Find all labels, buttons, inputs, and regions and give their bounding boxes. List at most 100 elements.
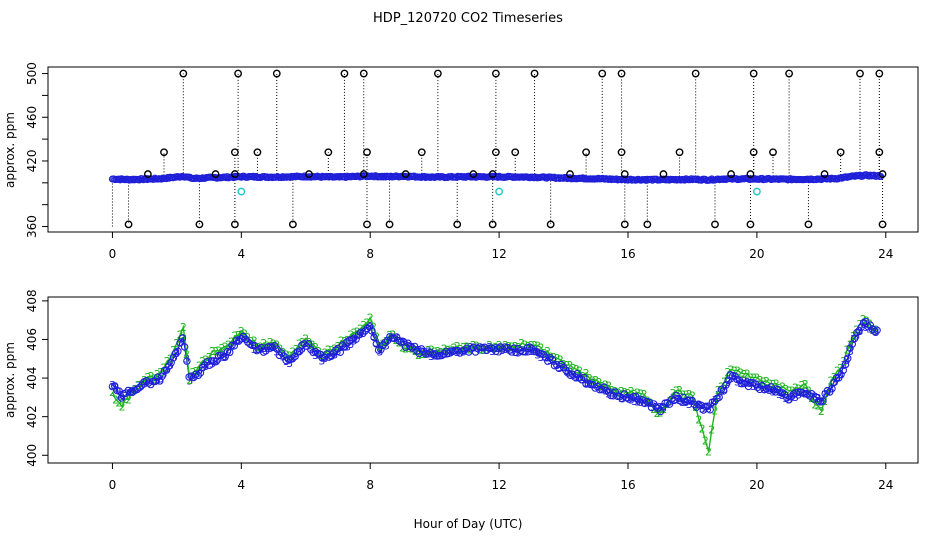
y-tick-label: 404: [25, 367, 39, 390]
bottom-y-axis: 400 402 404 406 408: [25, 289, 48, 467]
series-marker: 2: [799, 379, 806, 392]
series-marker: 3: [402, 338, 409, 351]
series-marker: 2: [695, 414, 702, 427]
series-point: [611, 388, 620, 396]
series-marker: 3: [763, 383, 770, 396]
series-marker: 3: [579, 373, 586, 386]
outlier-point: [820, 170, 829, 178]
series-marker: 2: [605, 380, 612, 393]
series-marker: 2: [592, 374, 599, 387]
outlier-point: [363, 220, 371, 229]
outlier-point: [253, 148, 262, 157]
series-marker: 2: [573, 363, 580, 376]
series-marker: 3: [840, 359, 847, 372]
series-point: [783, 394, 791, 402]
series-marker: 2: [589, 374, 596, 387]
series-point: [156, 377, 164, 385]
series-marker: 2: [322, 347, 329, 360]
series-marker: 3: [470, 341, 477, 354]
series-marker: 3: [144, 375, 151, 388]
series-marker: 2: [335, 340, 342, 353]
outlier-point: [749, 69, 758, 78]
series-marker: 3: [238, 328, 245, 341]
series-marker: 3: [376, 345, 383, 358]
series-point: [370, 333, 378, 342]
series-marker: 3: [306, 339, 313, 352]
series-point: [706, 406, 714, 414]
series-point: [819, 397, 827, 405]
series-point: [268, 343, 277, 352]
series-marker: 2: [602, 378, 609, 391]
series-marker: 3: [454, 346, 461, 359]
series-marker: 3: [521, 345, 528, 358]
outlier-point: [530, 69, 539, 78]
series-point: [133, 385, 142, 394]
series-marker: 3: [644, 397, 651, 410]
series-marker: 2: [538, 342, 545, 355]
series-marker: 3: [254, 343, 261, 356]
series-marker: 2: [128, 386, 135, 399]
series-marker: 3: [173, 347, 180, 360]
x-tick-label: 0: [109, 478, 117, 492]
series-marker: 3: [148, 373, 155, 386]
series-marker: 2: [347, 328, 354, 341]
series-point: [816, 397, 825, 405]
series-marker: 3: [834, 372, 841, 385]
series-marker: 2: [712, 404, 719, 417]
x-tick-label: 16: [620, 247, 635, 261]
series-point: [510, 344, 518, 352]
series-point: [126, 388, 135, 396]
series-marker: 3: [589, 376, 596, 389]
series-marker: 3: [831, 376, 838, 389]
series-point: [873, 326, 881, 334]
series-marker: 2: [306, 336, 313, 349]
series-marker: 2: [618, 385, 625, 398]
series-marker: 2: [370, 320, 377, 333]
series-marker: 2: [125, 393, 132, 406]
series-marker: 2: [628, 385, 635, 398]
series-marker: 3: [657, 401, 664, 414]
x-tick-label: 16: [620, 478, 635, 492]
outlier-point: [488, 220, 497, 229]
series-marker: 2: [467, 344, 474, 357]
series-marker: 3: [753, 379, 760, 392]
series-marker: 2: [802, 378, 809, 391]
series-point: [474, 344, 482, 353]
series-marker: 3: [869, 324, 876, 337]
series-point: [844, 354, 852, 363]
series-marker: 3: [731, 370, 738, 383]
series-marker: 2: [702, 434, 709, 447]
series-marker: 3: [280, 350, 287, 363]
series-marker: 3: [563, 365, 570, 378]
outlier-point: [305, 170, 313, 178]
x-tick-label: 20: [749, 478, 764, 492]
series-marker: 2: [583, 367, 590, 380]
series-marker: 2: [325, 344, 332, 357]
series-marker: 2: [434, 345, 441, 358]
series-marker: 3: [180, 332, 187, 345]
series-marker: 2: [718, 380, 725, 393]
series-marker: 2: [402, 343, 409, 356]
series-marker: 2: [183, 348, 190, 361]
series-point: [144, 379, 153, 387]
series-point: [521, 348, 529, 356]
series-marker: 2: [531, 339, 538, 352]
series-point: [507, 348, 516, 356]
series-marker: 3: [509, 344, 516, 357]
series-marker: 2: [509, 341, 516, 354]
outlier-point: [836, 148, 845, 157]
series-marker: 2: [563, 359, 570, 372]
series-marker: 2: [148, 370, 155, 383]
series-marker: 3: [873, 326, 880, 339]
series-marker: 3: [583, 377, 590, 390]
series-point: [178, 334, 187, 342]
series-marker: 3: [811, 391, 818, 404]
series-point: [117, 394, 126, 402]
series-marker: 2: [763, 375, 770, 388]
series-marker: 3: [734, 375, 741, 388]
series-point: [810, 395, 818, 403]
bottom-plot-frame: [47, 296, 919, 464]
series-point: [564, 369, 572, 377]
series-marker: 2: [396, 337, 403, 350]
series-point: [656, 407, 665, 416]
